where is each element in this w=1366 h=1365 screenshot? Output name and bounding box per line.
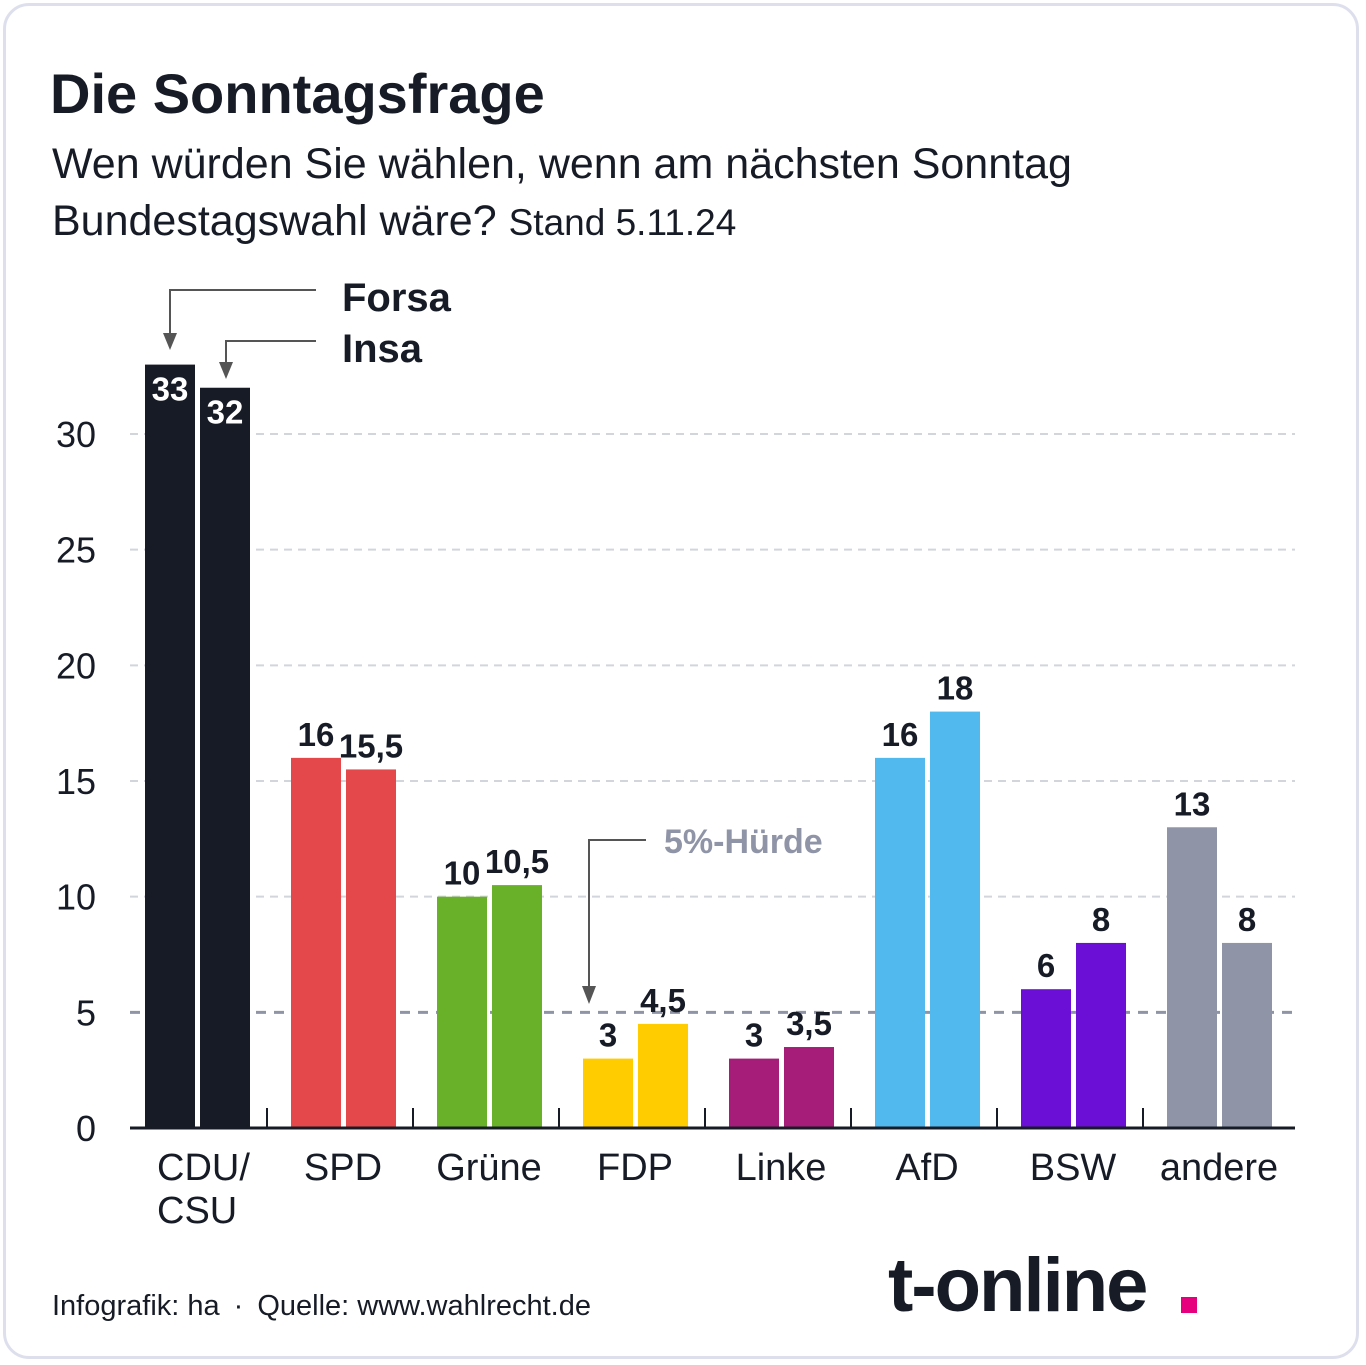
y-tick-label: 20: [56, 645, 96, 686]
category-label: BSW: [1030, 1147, 1117, 1189]
category-label: Grüne: [436, 1147, 542, 1189]
value-label: 10,5: [485, 843, 549, 880]
category-label: andere: [1160, 1147, 1278, 1189]
bar-forsa: [583, 1058, 633, 1128]
y-tick-label: 0: [76, 1108, 96, 1149]
value-label: 16: [298, 716, 335, 753]
value-label: 3: [745, 1017, 763, 1054]
y-tick-label: 25: [56, 530, 96, 571]
value-label: 13: [1174, 785, 1211, 822]
bar-forsa: [1021, 989, 1071, 1128]
y-tick-label: 15: [56, 761, 96, 802]
chart-title: Die Sonntagsfrage: [50, 62, 545, 125]
category-label: AfD: [895, 1147, 958, 1189]
value-label: 10: [444, 855, 481, 892]
threshold-arrow-icon: [582, 986, 596, 1004]
y-tick-label: 10: [56, 877, 96, 918]
card-frame: [3, 3, 1359, 1359]
y-tick-label: 30: [56, 414, 96, 455]
threshold-annotation: 5%-Hürde: [582, 823, 823, 1004]
logo-dot: [1181, 1297, 1197, 1313]
bar-insa: [1222, 942, 1272, 1128]
bar-forsa: [875, 757, 925, 1128]
bar-insa: [930, 711, 980, 1128]
bar-insa: [784, 1047, 834, 1128]
bar-insa: [492, 885, 542, 1128]
bar-insa: [200, 387, 250, 1128]
value-label: 18: [937, 670, 974, 707]
subtitle-line2: Bundestagswahl wäre? Stand 5.11.24: [52, 197, 736, 245]
insa-arrow-icon: [219, 362, 233, 379]
bar-forsa: [145, 364, 195, 1129]
y-tick-label: 5: [76, 992, 96, 1033]
bar-forsa: [729, 1058, 779, 1128]
bar-forsa: [291, 757, 341, 1128]
bar-insa: [346, 769, 396, 1128]
value-label: 6: [1037, 947, 1055, 984]
footer-credit: Infografik: ha · Quelle: www.wahlrecht.de: [52, 1290, 591, 1322]
svg-text:t-online: t-online: [888, 1243, 1146, 1328]
category-label: CSU: [157, 1190, 237, 1232]
stand-date: Stand 5.11.24: [509, 202, 737, 243]
forsa-arrow-line: [169, 289, 316, 340]
subtitle-question: Bundestagswahl wäre?: [52, 197, 497, 245]
value-label: 16: [882, 716, 919, 753]
category-label: Linke: [736, 1147, 827, 1189]
bar-insa: [638, 1023, 688, 1128]
bar-insa: [1076, 942, 1126, 1128]
t-online-logo: t-online: [888, 1243, 1197, 1328]
legend: Forsa Insa: [163, 276, 452, 379]
value-label: 33: [152, 371, 189, 408]
value-label: 3,5: [786, 1005, 832, 1042]
value-label: 15,5: [339, 727, 403, 764]
value-label: 8: [1238, 901, 1256, 938]
legend-insa: Insa: [342, 327, 423, 371]
value-label: 8: [1092, 901, 1110, 938]
category-label: FDP: [597, 1147, 673, 1189]
forsa-arrow-icon: [163, 333, 177, 350]
value-label: 3: [599, 1017, 617, 1054]
threshold-arrow-line: [588, 839, 646, 990]
category-label: SPD: [304, 1147, 382, 1189]
value-label: 32: [207, 394, 244, 431]
value-label: 4,5: [640, 982, 686, 1019]
gridlines: [130, 433, 1295, 1014]
legend-forsa: Forsa: [342, 276, 452, 320]
category-labels: CDU/CSU SPD Grüne FDP Linke AfD BSW andere: [157, 1147, 1278, 1232]
category-label: CDU/: [157, 1147, 250, 1189]
bar-forsa: [437, 896, 487, 1128]
y-tick-labels: 0 5 10 15 20 25 30: [56, 414, 96, 1149]
threshold-label: 5%-Hürde: [664, 823, 823, 861]
insa-arrow-line: [225, 340, 316, 368]
bar-forsa: [1167, 827, 1217, 1128]
subtitle-line1: Wen würden Sie wählen, wenn am nächsten …: [52, 140, 1072, 188]
